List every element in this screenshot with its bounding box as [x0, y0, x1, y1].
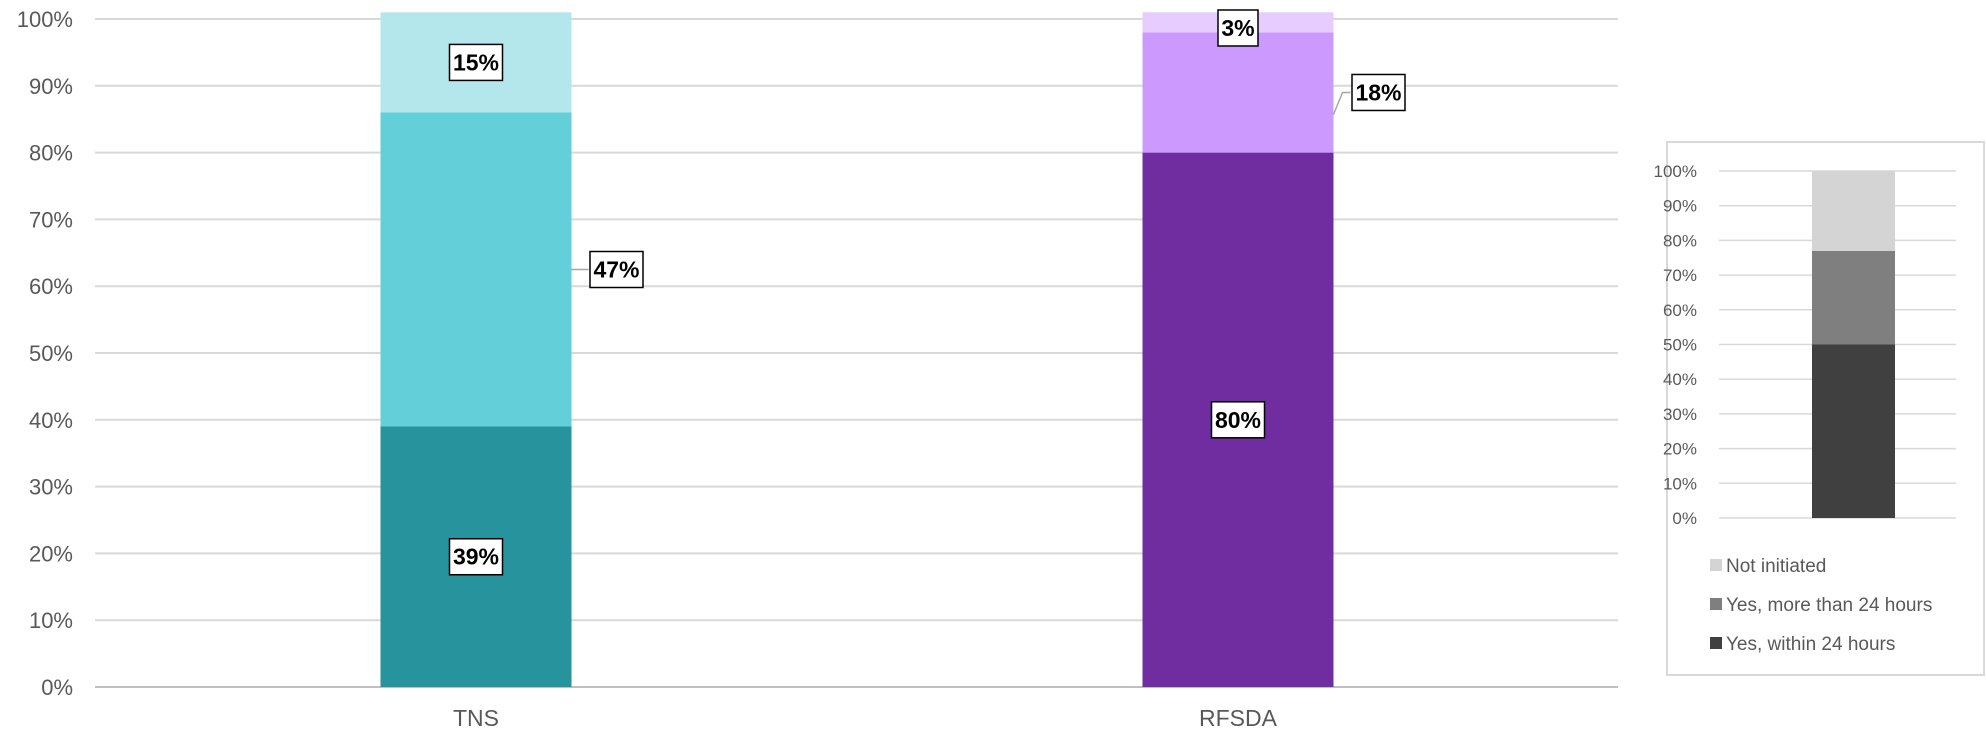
legend-swatch — [1710, 637, 1722, 649]
x-category-label: TNS — [453, 705, 499, 731]
legend-swatch — [1710, 559, 1722, 571]
y-tick-label: 40% — [29, 408, 73, 433]
y-tick-label: 80% — [29, 141, 73, 166]
bar-segment — [380, 112, 572, 427]
data-label-box — [1351, 73, 1406, 112]
legend-y-tick-label: 90% — [1663, 197, 1697, 216]
data-label: 47% — [593, 257, 639, 283]
data-label-box — [448, 43, 504, 82]
data-label: 39% — [453, 544, 499, 570]
data-label: 15% — [453, 49, 499, 75]
y-tick-label: 30% — [29, 475, 73, 500]
y-tick-label: 10% — [29, 608, 73, 633]
legend-y-tick-label: 80% — [1663, 231, 1697, 250]
legend-y-tick-label: 0% — [1672, 509, 1697, 528]
legend-y-tick-label: 50% — [1663, 336, 1697, 355]
data-label-box — [1217, 9, 1259, 47]
data-label-box — [1210, 401, 1266, 439]
data-label-box — [448, 537, 504, 576]
data-label: 80% — [1215, 407, 1261, 433]
legend-y-tick-label: 10% — [1663, 474, 1697, 493]
legend-y-tick-label: 40% — [1663, 370, 1697, 389]
y-tick-label: 90% — [29, 74, 73, 99]
y-tick-label: 20% — [29, 541, 73, 566]
bar-segment — [1142, 32, 1334, 153]
legend-bar-segment — [1812, 171, 1895, 251]
legend-y-tick-label: 100% — [1654, 162, 1697, 181]
x-category-label: RFSDA — [1199, 705, 1278, 731]
y-tick-label: 0% — [41, 675, 73, 700]
y-tick-label: 70% — [29, 207, 73, 232]
legend-y-tick-label: 30% — [1663, 405, 1697, 424]
y-tick-label: 60% — [29, 274, 73, 299]
legend-y-tick-label: 60% — [1663, 301, 1697, 320]
y-tick-label: 50% — [29, 341, 73, 366]
legend-bar-segment — [1812, 250, 1895, 345]
data-label-box — [589, 250, 644, 289]
data-label: 18% — [1355, 79, 1401, 105]
legend-label: Yes, within 24 hours — [1726, 634, 1895, 655]
legend-label: Not initiated — [1726, 556, 1826, 577]
legend-y-tick-label: 20% — [1663, 440, 1697, 459]
y-tick-label: 100% — [17, 7, 73, 32]
legend-label: Yes, more than 24 hours — [1726, 595, 1932, 616]
legend-swatch — [1710, 598, 1722, 610]
legend-bar-segment — [1812, 344, 1895, 518]
legend-y-tick-label: 70% — [1663, 266, 1697, 285]
leader-line — [1332, 91, 1351, 115]
data-label: 3% — [1221, 15, 1254, 41]
